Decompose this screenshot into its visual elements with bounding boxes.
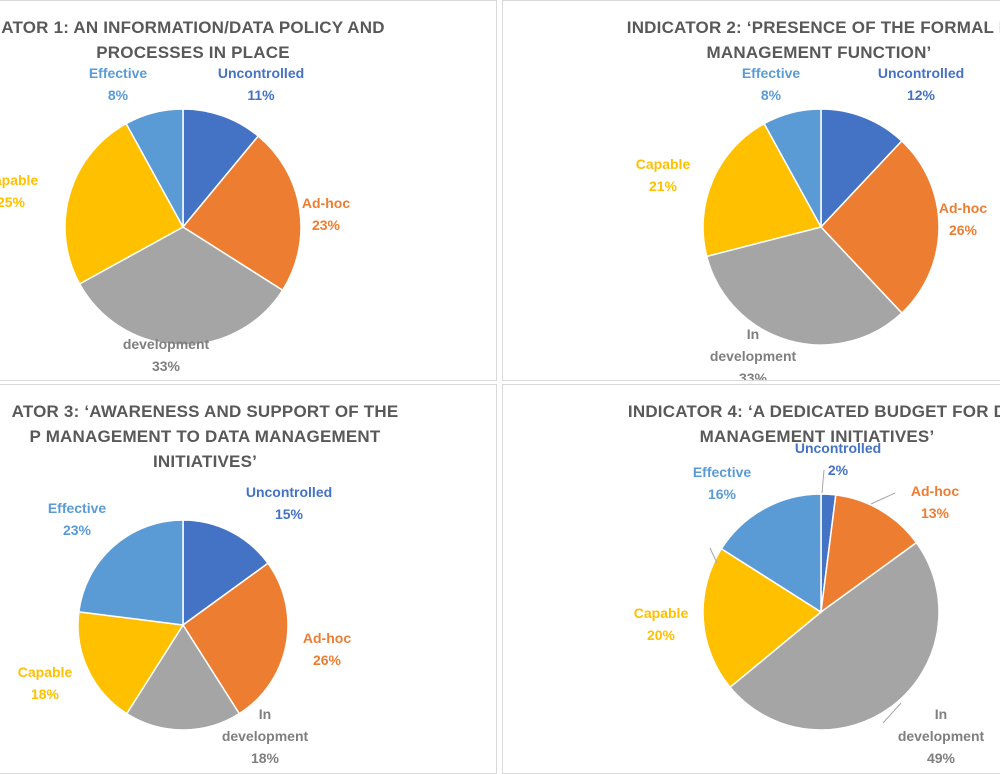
pie-slice-uncontrolled: [182, 108, 260, 230]
pie-slice-adhoc: [181, 135, 302, 292]
data-label-uncontrolled: Uncontrolled 11%: [218, 65, 304, 103]
chart-panel-indicator-2: INDICATOR 2: ‘PRESENCE OF THE FORMAL D M…: [502, 0, 1000, 381]
chart-panel-indicator-4: INDICATOR 4: ‘A DEDICATED BUDGET FOR D M…: [502, 384, 1000, 774]
chart-title: INDICATOR 4: ‘A DEDICATED BUDGET FOR D M…: [628, 399, 1000, 449]
leader-line: [821, 469, 825, 494]
chart-panel-indicator-1: ATOR 1: AN INFORMATION/DATA POLICY AND P…: [0, 0, 497, 381]
pie-slice-adhoc: [820, 494, 918, 614]
data-label-adhoc: Ad-hoc 26%: [939, 200, 987, 238]
pie-slice-effective: [125, 108, 184, 228]
pie-slice-indev: [705, 226, 903, 346]
chart-title-line: INITIATIVES’: [152, 452, 258, 471]
data-label-uncontrolled: Uncontrolled 2%: [795, 440, 881, 478]
pie-slice-effective: [77, 519, 184, 626]
chart-title-line: PROCESSES IN PLACE: [96, 43, 290, 62]
pie-chart: Uncontrolled 15% Ad-hoc 26% In development 18%…: [18, 484, 352, 766]
data-label-uncontrolled: Uncontrolled 15%: [246, 484, 332, 522]
data-label-capable: Capable 18%: [18, 664, 73, 702]
chart-title-line: ATOR 1: AN INFORMATION/DATA POLICY AND: [1, 18, 385, 37]
pie-slice-effective: [763, 108, 822, 228]
pie-slice-indev: [729, 541, 940, 731]
data-label-effective: Effective 23%: [48, 500, 107, 538]
data-label-adhoc: Ad-hoc 13%: [911, 483, 959, 521]
data-label-effective: Effective 8%: [89, 65, 148, 103]
chart-title-line: ATOR 3: ‘AWARENESS AND SUPPORT OF THE: [11, 402, 399, 421]
pie-slice-adhoc: [181, 562, 289, 715]
pie-slice-uncontrolled: [182, 519, 269, 627]
pie-chart: Uncontrolled 2% Ad-hoc 13% In development 49% C…: [634, 440, 985, 766]
data-label-indev: In development 18%: [222, 706, 309, 766]
data-label-effective: Effective 8%: [742, 65, 801, 103]
chart-title-line: INDICATOR 2: ‘PRESENCE OF THE FORMAL D: [626, 18, 1000, 37]
data-label-indev: In development 33%: [710, 326, 797, 381]
pie-slice-capable: [702, 122, 823, 258]
data-label-capable: Capable 21%: [636, 156, 691, 194]
chart-title-line: MANAGEMENT INITIATIVES’: [699, 427, 935, 446]
data-label-adhoc: Ad-hoc 26%: [303, 630, 351, 668]
chart-title-line: INDICATOR 4: ‘A DEDICATED BUDGET FOR D: [627, 402, 1000, 421]
pie-slice-capable: [702, 547, 823, 689]
pie-slice-uncontrolled: [820, 108, 903, 229]
data-label-adhoc: Ad-hoc 23%: [302, 195, 350, 233]
chart-title-line: P MANAGEMENT TO DATA MANAGEMENT: [29, 427, 381, 446]
pie-slice-adhoc: [819, 139, 940, 315]
data-label-effective: Effective 16%: [693, 464, 752, 502]
pie-slice-indev: [125, 623, 241, 731]
data-label-capable: Capable25%: [0, 172, 38, 210]
data-label-indev: development 33%: [123, 336, 210, 374]
chart-title: INDICATOR 2: ‘PRESENCE OF THE FORMAL D M…: [627, 15, 1000, 65]
chart-panel-indicator-3: ATOR 3: ‘AWARENESS AND SUPPORT OF THE P …: [0, 384, 497, 774]
leader-line: [882, 702, 902, 724]
data-label-uncontrolled: Uncontrolled 12%: [878, 65, 964, 103]
leader-line: [709, 547, 718, 564]
pie-slice-effective: [720, 493, 822, 614]
pie-chart: Uncontrolled 12% Ad-hoc 26% In development 33%…: [636, 65, 988, 381]
data-label-indev: In development 49%: [898, 706, 985, 766]
chart-title-line: MANAGEMENT FUNCTION’: [706, 43, 932, 62]
leader-line: [870, 492, 896, 505]
pie-slice-capable: [77, 611, 185, 715]
chart-title: ATOR 3: ‘AWARENESS AND SUPPORT OF THE P …: [12, 399, 399, 474]
chart-title: ATOR 1: AN INFORMATION/DATA POLICY AND P…: [1, 15, 384, 65]
data-label-capable: Capable 20%: [634, 605, 689, 643]
pie-slice-capable: [64, 122, 185, 285]
